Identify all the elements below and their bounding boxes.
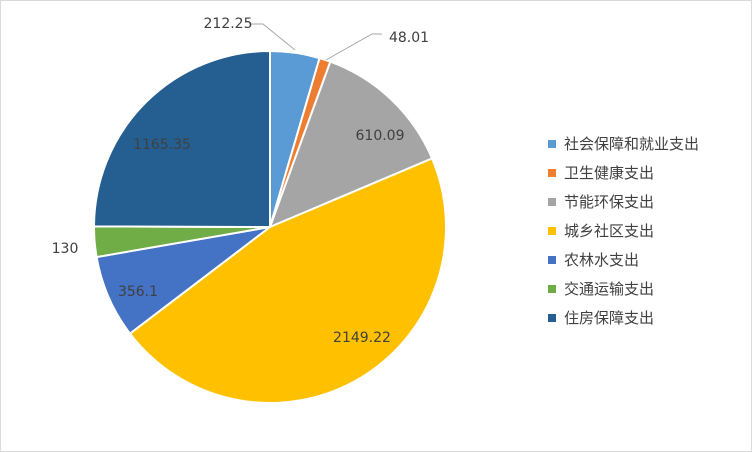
pie-slice-7 <box>92 49 271 229</box>
data-label-5: 356.1 <box>118 284 158 300</box>
legend-label: 节能环保支出 <box>564 193 655 211</box>
legend-label: 农林水支出 <box>564 251 640 269</box>
legend-label: 交通运输支出 <box>564 280 655 298</box>
legend-swatch <box>548 313 556 322</box>
leader-line-2 <box>325 33 382 61</box>
legend-item: 交通运输支出 <box>548 274 699 303</box>
data-label-2: 48.01 <box>389 30 429 46</box>
legend-item: 节能环保支出 <box>548 187 699 216</box>
pie-slice-4 <box>128 157 447 404</box>
legend-swatch <box>548 197 556 206</box>
legend-label: 社会保障和就业支出 <box>564 135 700 153</box>
data-label-6: 130 <box>52 241 79 257</box>
legend-label: 卫生健康支出 <box>564 164 655 182</box>
legend-swatch <box>548 226 556 235</box>
legend-swatch <box>548 139 556 148</box>
data-label-3: 610.09 <box>356 128 405 144</box>
legend-swatch <box>548 255 556 264</box>
data-label-4: 2149.22 <box>333 330 391 346</box>
legend-swatch <box>548 168 556 177</box>
legend-item: 城乡社区支出 <box>548 216 699 245</box>
pie-slice-3 <box>268 60 434 229</box>
data-label-1: 212.25 <box>204 16 253 32</box>
legend-label: 城乡社区支出 <box>564 222 655 240</box>
legend: 社会保障和就业支出 卫生健康支出 节能环保支出 城乡社区支出 农林水支出交通运输支出 住房… <box>548 129 699 332</box>
legend-item: 社会保障和就业支出 <box>548 129 699 158</box>
legend-item: 农林水支出 <box>548 245 699 274</box>
legend-item: 卫生健康支出 <box>548 158 699 187</box>
leader-line-1 <box>249 23 296 51</box>
legend-item: 住房保障支出 <box>548 303 699 332</box>
data-label-7: 1165.35 <box>133 137 191 153</box>
legend-swatch <box>548 284 556 293</box>
legend-label: 住房保障支出 <box>564 309 655 327</box>
